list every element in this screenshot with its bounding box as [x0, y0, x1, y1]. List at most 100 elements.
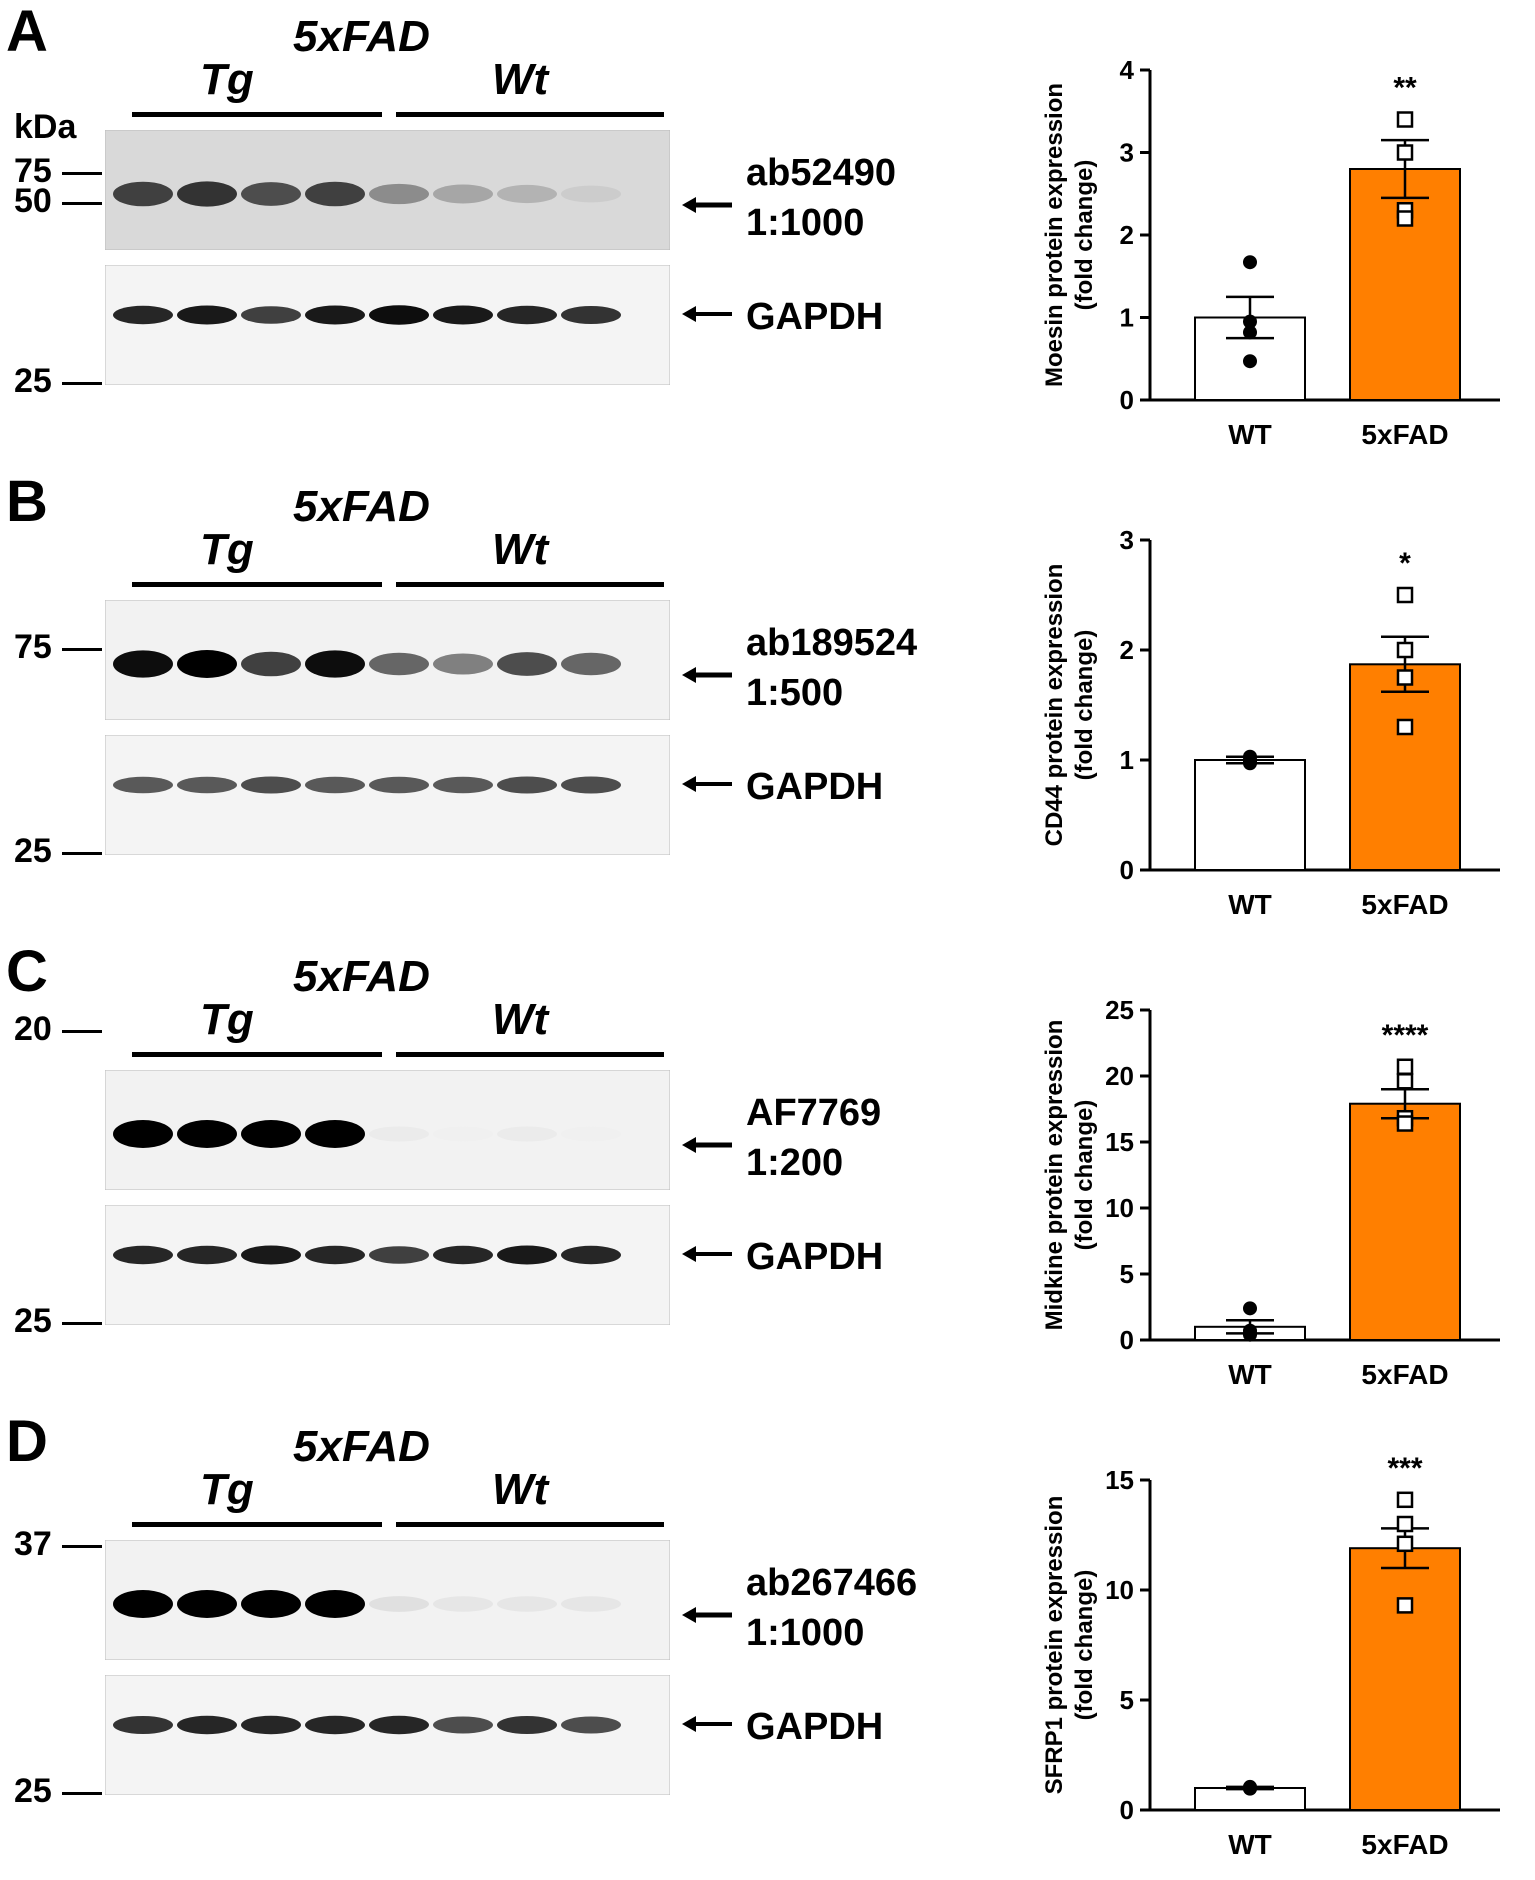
y-axis-label-units: (fold change) [1071, 630, 1098, 781]
data-point-wt [1243, 314, 1257, 329]
tg-group-line [132, 1522, 382, 1527]
antibody-label: ab267466 [746, 1562, 918, 1604]
data-point-5xfad [1396, 1115, 1414, 1132]
arrow-left-icon [682, 1607, 732, 1623]
loading-control-label: GAPDH [746, 1706, 884, 1748]
mw-marker-tick [62, 648, 102, 651]
loading-control-label: GAPDH [746, 296, 884, 338]
y-axis-label-units: (fold change) [1071, 160, 1098, 311]
blot-band-lane-8 [561, 776, 621, 794]
blot-band-lane-7 [497, 652, 557, 676]
blot-band-lane-1 [113, 1716, 173, 1734]
bar-chart: 0 5 10 15 SFRP1 protein expression (fold chan… [1041, 1452, 1500, 1860]
y-tick-label: 3 [1120, 525, 1134, 555]
blot-band-lane-6 [433, 1126, 493, 1142]
y-tick-label: 0 [1120, 1795, 1134, 1825]
tg-group-line [132, 112, 382, 117]
blot-background [105, 1675, 670, 1795]
gapdh-blot [105, 735, 670, 855]
dilution-label: 1:1000 [746, 1612, 865, 1654]
data-point-5xfad [1396, 718, 1414, 736]
arrow-left-icon [682, 1246, 732, 1262]
blot-band-lane-4 [305, 650, 365, 678]
blot-band-lane-5 [369, 1126, 429, 1142]
data-point-5xfad [1396, 1535, 1414, 1553]
blot-band-lane-4 [305, 1590, 365, 1618]
blot-band-lane-8 [561, 1126, 621, 1142]
data-point-5xfad [1396, 1073, 1414, 1090]
y-tick-label: 0 [1120, 855, 1134, 885]
mw-marker-tick [62, 1030, 102, 1033]
mw-marker-label: 37 [14, 1525, 52, 1563]
blot-band-lane-3 [241, 1120, 301, 1148]
group-label-tg: Tg [200, 1465, 254, 1514]
tg-group-line [132, 582, 382, 587]
blot-band-lane-4 [305, 776, 365, 794]
blot-band-lane-7 [497, 1126, 557, 1142]
mw-marker-tick [62, 202, 102, 205]
group-title-5xfad: 5xFAD [293, 1422, 430, 1471]
blot-band-lane-5 [369, 183, 429, 205]
figure-panel-a: A 5xFAD Tg Wt kDa 75 50 25 ab52490 1:1000… [0, 0, 1535, 470]
x-tick-label: WT [1228, 1359, 1272, 1390]
blot-band-lane-2 [177, 650, 237, 678]
figure-panel-b: B 5xFAD Tg Wt 75 25 ab189524 1:500 GAPDH… [0, 469, 1535, 940]
x-tick-label: WT [1228, 1829, 1272, 1860]
data-point-5xfad [1396, 144, 1414, 161]
group-title-5xfad: 5xFAD [293, 952, 430, 1001]
gapdh-blot [105, 265, 670, 385]
y-tick-label: 2 [1120, 635, 1134, 665]
blot-band-lane-1 [113, 1120, 173, 1148]
blot-band-lane-2 [177, 1245, 237, 1265]
mw-marker-label: 25 [14, 362, 52, 400]
arrow-left-icon [682, 776, 732, 792]
blot-band-lane-8 [561, 1716, 621, 1734]
blot-band-lane-8 [561, 652, 621, 676]
panel-letter: C [6, 939, 48, 1004]
blot-band-lane-7 [497, 184, 557, 204]
mw-marker-tick [62, 382, 102, 385]
data-point-5xfad [1396, 1491, 1414, 1509]
loading-control-label: GAPDH [746, 766, 884, 808]
blot-band-lane-4 [305, 1120, 365, 1148]
blot-band-lane-3 [241, 651, 301, 677]
blot-band-lane-4 [305, 181, 365, 207]
data-point-5xfad [1396, 1058, 1414, 1076]
blot-band-lane-8 [561, 1245, 621, 1265]
blot-band-lane-4 [305, 305, 365, 325]
y-tick-label: 0 [1120, 385, 1134, 415]
wt-group-line [396, 1522, 664, 1527]
group-label-tg: Tg [200, 995, 254, 1044]
y-axis-label: Midkine protein expression [1041, 1020, 1068, 1331]
blot-band-lane-8 [561, 185, 621, 203]
significance-marker: **** [1382, 1019, 1429, 1052]
blot-band-lane-3 [241, 306, 301, 324]
data-point-wt [1243, 1301, 1257, 1316]
data-point-5xfad [1396, 210, 1414, 227]
blot-band-lane-6 [433, 1245, 493, 1265]
blot-band-lane-8 [561, 306, 621, 324]
arrow-left-icon [682, 667, 732, 683]
blot-band-lane-7 [497, 776, 557, 794]
data-point-wt [1243, 756, 1257, 771]
data-point-5xfad [1396, 586, 1414, 604]
blot-band-lane-2 [177, 1715, 237, 1735]
mw-marker-tick [62, 1545, 102, 1548]
blot-band-lane-2 [177, 305, 237, 325]
mw-marker-label: 25 [14, 1302, 52, 1340]
blot-background [105, 735, 670, 855]
panel-letter: D [6, 1409, 48, 1474]
y-axis-label: SFRP1 protein expression [1041, 1496, 1068, 1795]
data-point-5xfad [1396, 111, 1414, 128]
blot-band-lane-6 [433, 1596, 493, 1612]
blot-band-lane-5 [369, 652, 429, 676]
blot-band-lane-2 [177, 181, 237, 207]
y-axis-label-units: (fold change) [1071, 1570, 1098, 1721]
significance-marker: ** [1393, 72, 1417, 105]
y-tick-label: 0 [1120, 1325, 1134, 1355]
panel-letter: A [6, 0, 48, 64]
y-axis-label-units: (fold change) [1071, 1100, 1098, 1251]
mw-marker-label: 50 [14, 182, 52, 220]
mw-marker-label: 20 [14, 1010, 52, 1048]
data-point-wt [1243, 1781, 1257, 1796]
